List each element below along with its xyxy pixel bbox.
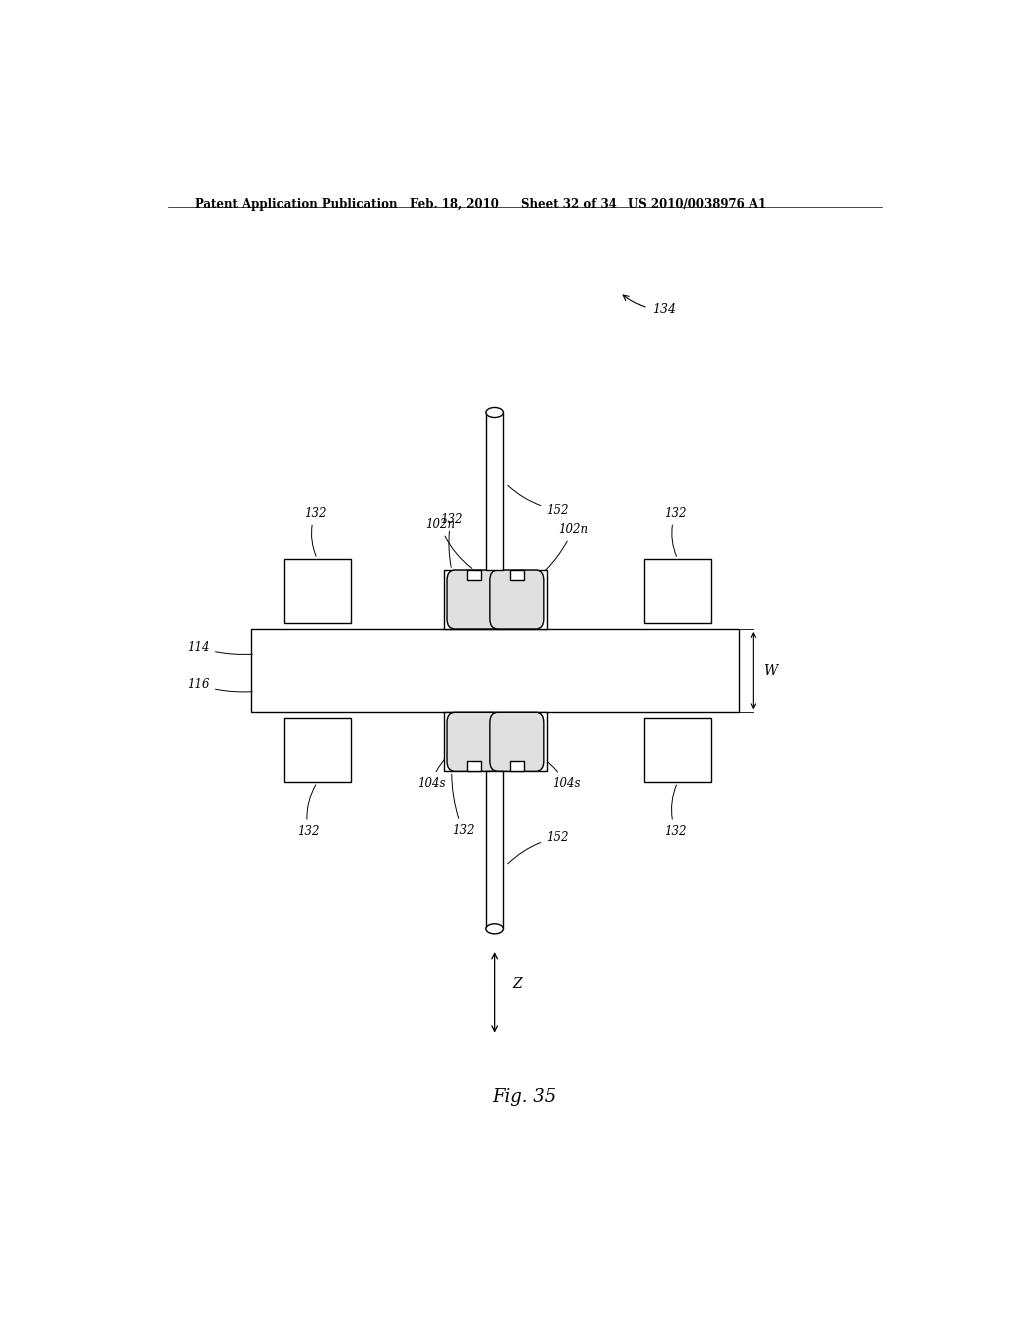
Text: 116: 116 xyxy=(187,678,252,692)
Text: 134: 134 xyxy=(652,302,676,315)
Bar xyxy=(486,412,504,570)
Text: 102n: 102n xyxy=(425,517,472,569)
Bar xyxy=(644,718,712,783)
Bar xyxy=(644,558,712,623)
Text: 114: 114 xyxy=(187,640,252,655)
FancyBboxPatch shape xyxy=(489,570,544,630)
Ellipse shape xyxy=(486,408,504,417)
Text: 132: 132 xyxy=(440,512,463,568)
Bar xyxy=(284,558,351,623)
Text: Feb. 18, 2010: Feb. 18, 2010 xyxy=(410,198,499,210)
Text: 132: 132 xyxy=(297,785,319,838)
Text: 152: 152 xyxy=(508,486,568,516)
Bar xyxy=(284,718,351,783)
Text: 132: 132 xyxy=(304,507,327,556)
Bar xyxy=(510,762,524,771)
FancyBboxPatch shape xyxy=(489,713,544,771)
Text: Patent Application Publication: Patent Application Publication xyxy=(196,198,398,210)
Text: Fig. 35: Fig. 35 xyxy=(493,1088,557,1106)
Bar xyxy=(443,713,547,771)
Text: 102n: 102n xyxy=(519,523,588,593)
Text: 132: 132 xyxy=(665,785,686,838)
Bar xyxy=(467,762,481,771)
Text: 104s: 104s xyxy=(417,743,464,789)
FancyBboxPatch shape xyxy=(447,713,501,771)
Bar xyxy=(251,630,739,713)
Text: Z: Z xyxy=(512,977,521,991)
Text: 104s: 104s xyxy=(519,743,581,789)
Text: Sheet 32 of 34: Sheet 32 of 34 xyxy=(521,198,616,210)
Text: 152: 152 xyxy=(508,832,568,863)
Text: W: W xyxy=(763,664,777,677)
Text: 132: 132 xyxy=(665,507,686,556)
Ellipse shape xyxy=(486,924,504,933)
Bar xyxy=(467,570,481,581)
Bar xyxy=(510,570,524,581)
Bar xyxy=(486,771,504,929)
FancyBboxPatch shape xyxy=(447,570,501,630)
Text: 132: 132 xyxy=(452,774,474,837)
Bar xyxy=(443,570,547,630)
Text: US 2010/0038976 A1: US 2010/0038976 A1 xyxy=(628,198,766,210)
